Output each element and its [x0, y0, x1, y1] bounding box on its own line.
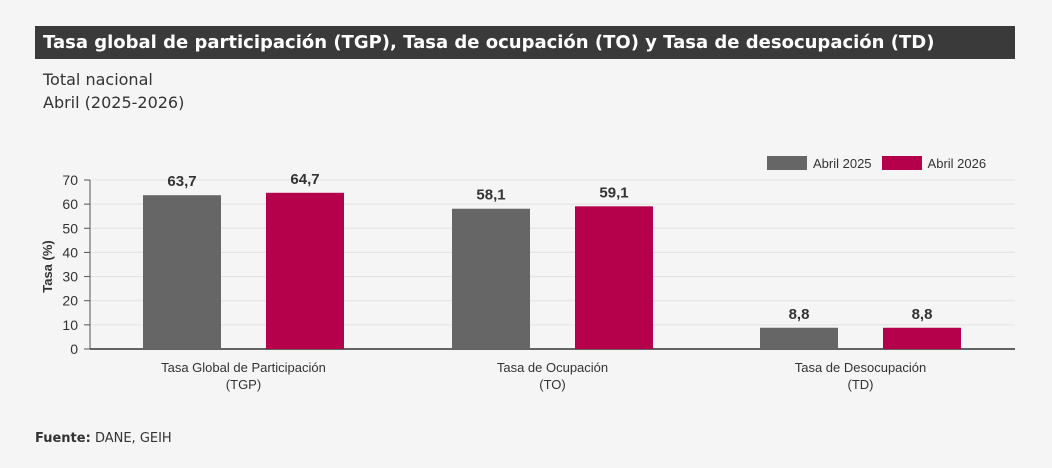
x-category-label: (TO): [539, 377, 565, 392]
bar-2025: [452, 208, 530, 349]
data-label: 64,7: [290, 171, 319, 188]
bar-2026: [266, 192, 344, 349]
y-tick-label: 0: [70, 341, 78, 357]
y-tick-label: 30: [62, 269, 78, 285]
bar-2025: [143, 195, 221, 349]
bar-2026: [575, 206, 653, 349]
bar-2025: [760, 327, 838, 349]
legend-label-2025: Abril 2025: [813, 155, 872, 171]
x-category-label: (TD): [848, 377, 874, 392]
y-tick-label: 40: [62, 244, 78, 260]
x-category-label: Tasa de Desocupación: [795, 360, 927, 375]
y-tick-label: 20: [62, 293, 78, 309]
data-label: 8,8: [912, 306, 933, 323]
x-category-label: Tasa de Ocupación: [497, 360, 608, 375]
source-text: DANE, GEIH: [94, 431, 172, 446]
chart-legend: Abril 2025 Abril 2026: [767, 155, 996, 171]
bar-2026: [883, 327, 961, 349]
data-label: 58,1: [476, 187, 505, 204]
chart-title: Tasa global de participación (TGP), Tasa…: [35, 26, 1015, 59]
y-tick-label: 10: [62, 317, 78, 333]
y-tick-label: 70: [62, 172, 78, 188]
legend-item-2025[interactable]: Abril 2025: [767, 156, 872, 171]
y-tick-label: 60: [62, 196, 78, 212]
legend-label-2026: Abril 2026: [927, 155, 987, 171]
y-tick-label: 50: [62, 220, 78, 236]
x-category-label: (TGP): [226, 377, 261, 392]
data-label: 59,1: [599, 184, 628, 201]
source-label: Fuente:: [35, 431, 91, 446]
data-label: 8,8: [789, 306, 810, 323]
legend-swatch-2025: [767, 156, 807, 170]
legend-swatch-2026: [881, 156, 922, 170]
y-axis-title: Tasa (%): [40, 240, 55, 293]
legend-item-2026[interactable]: Abril 2026: [881, 155, 987, 171]
chart-subtitle-scope: Total nacional: [43, 70, 153, 89]
source-note: Fuente: DANE, GEIH: [35, 431, 172, 446]
data-label: 63,7: [167, 173, 196, 190]
chart-subtitle-period: Abril (2025-2026): [43, 93, 185, 112]
x-category-label: Tasa Global de Participación: [161, 360, 326, 375]
